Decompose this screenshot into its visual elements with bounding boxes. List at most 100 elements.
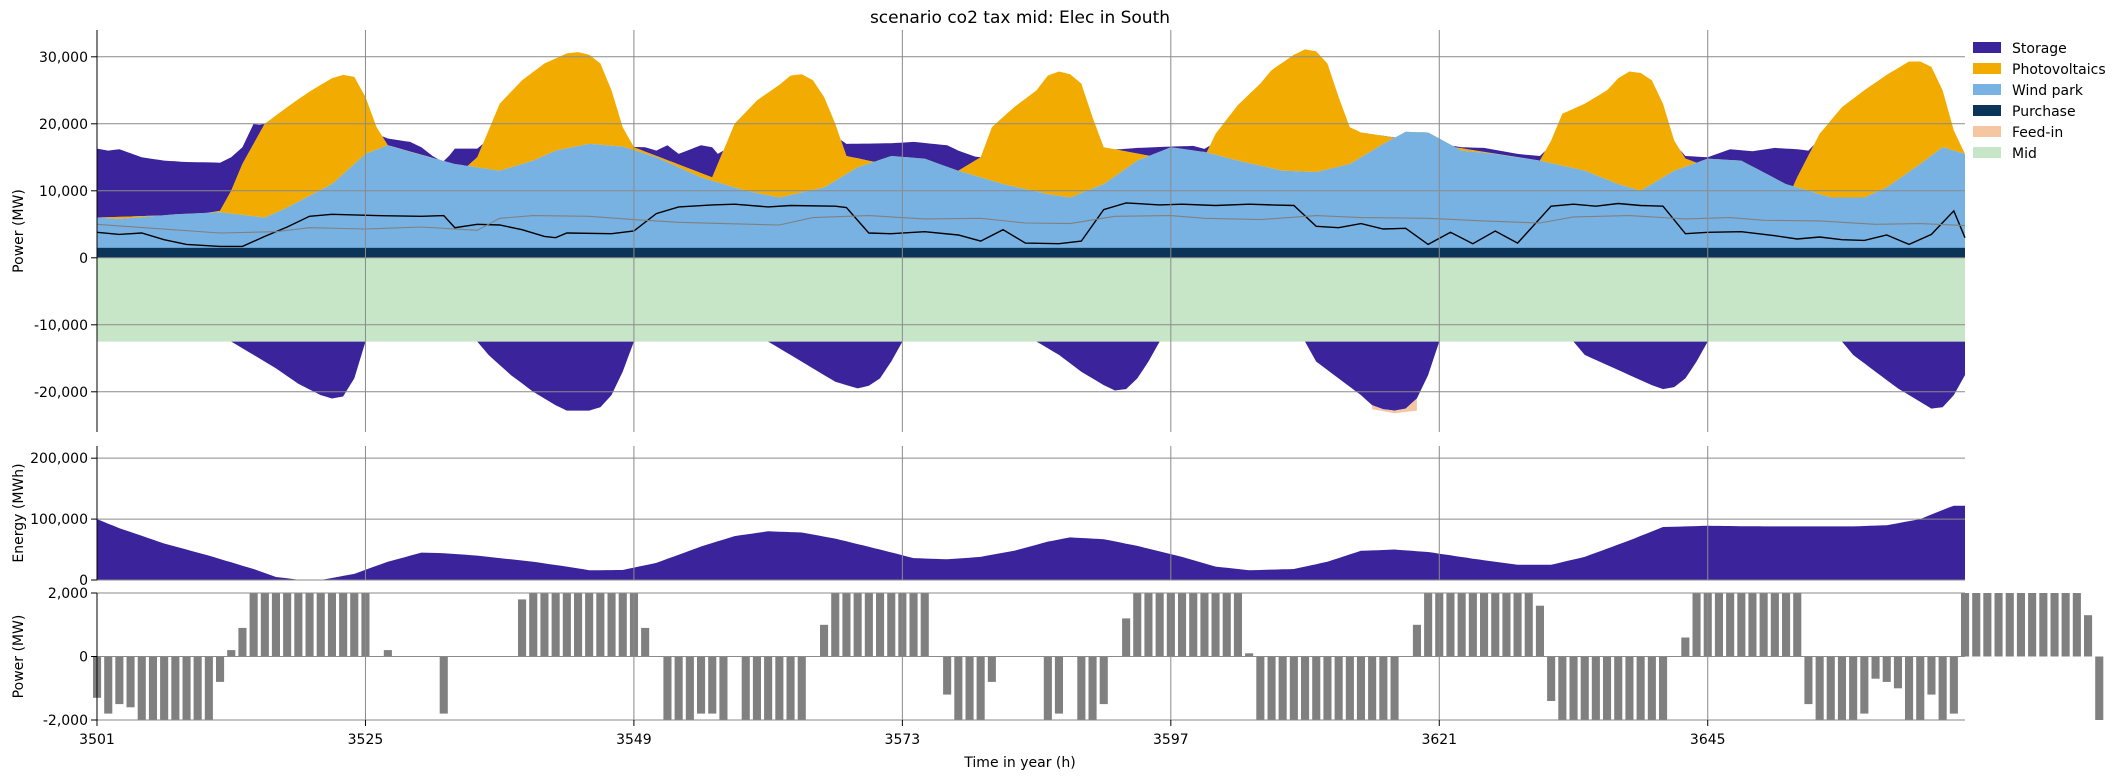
storage-bar [1547, 656, 1556, 701]
legend-entry: Purchase [2012, 104, 2076, 120]
storage-bar [1692, 593, 1701, 657]
storage-bar [562, 593, 571, 657]
storage-bar [574, 593, 583, 657]
legend-swatch [1973, 147, 2001, 158]
storage-bar [1927, 656, 1936, 695]
storage-bar [1278, 656, 1287, 720]
legend-swatch [1973, 42, 2001, 53]
storage-bar [1849, 656, 1858, 720]
storage-bar [1659, 656, 1668, 720]
storage-bar [943, 656, 952, 695]
x-tick-label: 3597 [1153, 732, 1189, 748]
y-axis-label: Power (MW) [11, 189, 27, 273]
storage-bar [663, 656, 672, 720]
storage-bar [1390, 656, 1399, 720]
storage-bar [148, 656, 157, 720]
storage-bar [540, 593, 549, 657]
storage-bar [585, 593, 594, 657]
storage-bar [1714, 593, 1723, 657]
storage-bar [775, 656, 784, 720]
legend-entry: Mid [2012, 146, 2037, 162]
demand-line [96, 202, 1966, 248]
y-tick-label: -20,000 [34, 385, 88, 401]
storage-bar [1603, 656, 1612, 720]
y-tick-label: 20,000 [39, 117, 88, 133]
storage-bar [2016, 593, 2025, 657]
storage-power-panel: -2,000 0 2,000 Power (MW) [11, 586, 2104, 729]
storage-bar [1972, 593, 1981, 657]
storage-bar [1144, 593, 1153, 657]
storage-bar [1860, 656, 1869, 714]
storage-bar [1133, 593, 1142, 657]
legend-entry: Wind park [2012, 83, 2084, 99]
y-tick-label: 200,000 [30, 451, 88, 467]
storage-bar [1412, 624, 1421, 657]
storage-bar [305, 593, 314, 657]
storage-bar [327, 593, 336, 657]
storage-bar [283, 593, 292, 657]
storage-bar [115, 656, 124, 705]
storage-bar [104, 656, 113, 714]
storage-energy-area [97, 505, 1965, 580]
storage-bar [764, 656, 773, 720]
storage-bar [831, 593, 840, 657]
storage-bar [1446, 593, 1455, 657]
y-tick-label: -2,000 [43, 713, 88, 729]
storage-bar [1155, 593, 1164, 657]
storage-bar [1558, 656, 1567, 720]
storage-bar [1289, 656, 1298, 720]
storage-bar [1535, 605, 1544, 657]
storage-bar [1759, 593, 1768, 657]
storage-bar [1491, 593, 1500, 657]
storage-bar [965, 656, 974, 720]
storage-bar [271, 593, 280, 657]
storage-bar [2050, 593, 2059, 657]
feed-in-area [1372, 398, 1417, 414]
storage-bar [2039, 593, 2048, 657]
storage-bar [1804, 656, 1813, 705]
storage-bar [1893, 656, 1902, 689]
x-tick-label: 3501 [79, 732, 115, 748]
storage-bar [719, 656, 728, 720]
storage-bar [1614, 656, 1623, 720]
storage-bar [697, 656, 706, 714]
storage-bar [1323, 656, 1332, 720]
storage-bar [1233, 593, 1242, 657]
storage-bar [1312, 656, 1321, 720]
storage-bar [518, 599, 527, 657]
storage-bar [797, 656, 806, 720]
storage-bar [1356, 656, 1365, 720]
storage-bar [1782, 593, 1791, 657]
storage-bar [1826, 656, 1835, 720]
storage-bar [1222, 593, 1231, 657]
storage-bar [260, 593, 269, 657]
storage-bar [2084, 615, 2093, 657]
storage-bar [350, 593, 359, 657]
storage-bar [1681, 637, 1690, 657]
storage-bar [1770, 593, 1779, 657]
storage-bar [193, 656, 202, 720]
storage-bar [316, 593, 325, 657]
x-tick-label: 3573 [885, 732, 921, 748]
x-tick-label: 3549 [616, 732, 652, 748]
storage-bar [2005, 593, 2014, 657]
storage-bar [171, 656, 180, 720]
chart-title: scenario co2 tax mid: Elec in South [870, 8, 1170, 28]
storage-bar [1267, 656, 1276, 720]
storage-bar [674, 656, 683, 720]
y-tick-label: 2,000 [48, 586, 88, 602]
power-panel: -20,000 -10,000 0 10,000 20,000 30,000 Power (… [11, 30, 1966, 432]
storage-bar [1569, 656, 1578, 720]
storage-bar [1882, 656, 1891, 682]
y-axis-label: Power (MW) [11, 615, 27, 699]
storage-bar [1178, 593, 1187, 657]
storage-bar [1200, 593, 1209, 657]
storage-bar [853, 593, 862, 657]
storage-charge-area [97, 341, 1965, 411]
storage-bar [752, 656, 761, 720]
legend-swatch [1973, 105, 2001, 116]
storage-bar [1983, 593, 1992, 657]
storage-bar [339, 593, 348, 657]
storage-bar [1211, 593, 1220, 657]
